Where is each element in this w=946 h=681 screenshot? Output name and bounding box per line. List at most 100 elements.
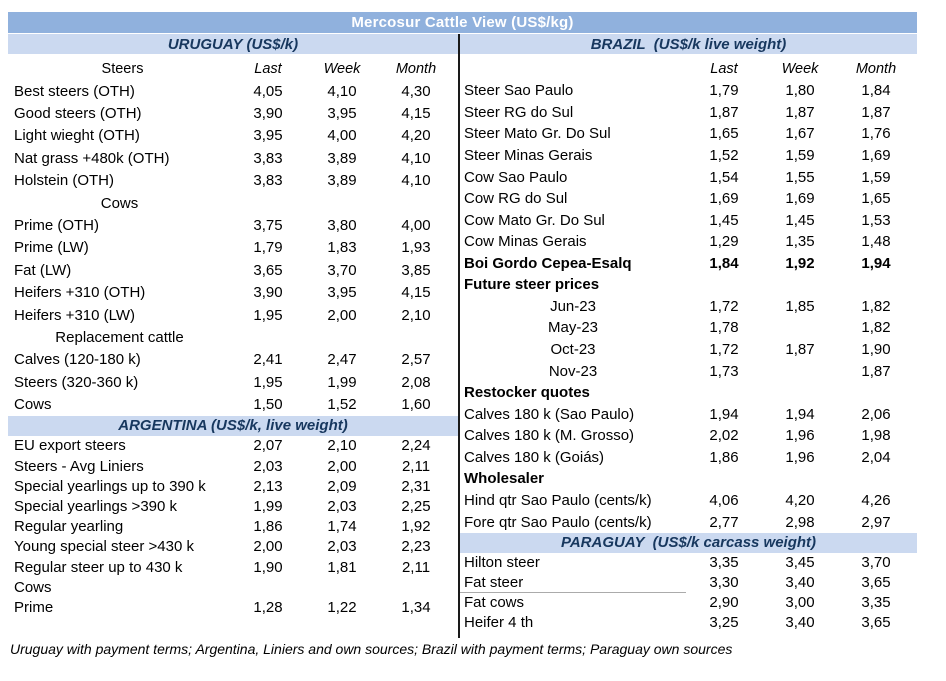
value-last: 1,28	[253, 598, 283, 616]
value-week: 1,92	[785, 254, 815, 272]
value-last: 1,69	[709, 190, 739, 208]
value-month: 3,70	[861, 554, 891, 572]
subheader-row: Restocker quotes	[460, 382, 917, 404]
value-month: 4,10	[401, 149, 431, 167]
value-last: 2,90	[709, 594, 739, 612]
value-last: 4,05	[253, 82, 283, 100]
table-row: Prime (LW) 1,79 1,83 1,93	[8, 237, 458, 259]
row-label: Steer Sao Paulo	[464, 82, 574, 100]
table-row: Steer Minas Gerais 1,52 1,59 1,69	[460, 145, 917, 167]
row-label: Holstein (OTH)	[14, 172, 115, 190]
value-week: 2,10	[327, 437, 357, 455]
row-label: Prime (OTH)	[14, 217, 99, 235]
row-label: Hind qtr Sao Paulo (cents/k)	[464, 491, 652, 509]
row-label: Calves (120-180 k)	[14, 351, 141, 369]
value-month: 1,84	[861, 82, 891, 100]
value-month: 4,00	[401, 217, 431, 235]
value-week: 1,67	[785, 125, 815, 143]
value-month: 3,65	[861, 614, 891, 632]
row-label: Cow Sao Paulo	[464, 168, 568, 186]
value-month: 2,25	[401, 498, 431, 516]
row-label: Cows	[14, 396, 52, 414]
value-last: 3,35	[709, 554, 739, 572]
left-column: URUGUAY (US$/k) Steers Last Week Month Best s…	[8, 34, 458, 638]
table-row: EU export steers 2,07 2,10 2,24	[8, 436, 458, 456]
table-row: Fore qtr Sao Paulo (cents/k) 2,77 2,98 2,97	[460, 511, 917, 533]
section-uruguay: URUGUAY (US$/k) Steers Last Week Month Best s…	[8, 34, 458, 416]
value-last: 1,95	[253, 373, 283, 391]
value-last: 3,25	[709, 614, 739, 632]
row-label: Fore qtr Sao Paulo (cents/k)	[464, 513, 652, 531]
row-label: Fat cows	[464, 594, 525, 612]
value-last: 2,02	[709, 427, 739, 445]
value-month: 3,65	[861, 574, 891, 592]
table-row: Calves (120-180 k) 2,41 2,47 2,57	[8, 349, 458, 371]
value-month: 4,26	[861, 491, 891, 509]
table-row: Jun-23 1,72 1,85 1,82	[460, 296, 917, 318]
right-column: BRAZIL (US$/k live weight) Last Week Month S…	[460, 34, 917, 638]
value-month: 1,48	[861, 233, 891, 251]
table-row: Special yearlings >390 k 1,99 2,03 2,25	[8, 496, 458, 516]
row-label: Young special steer >430 k	[14, 538, 194, 556]
value-last: 1,29	[709, 233, 739, 251]
value-month: 1,60	[401, 396, 431, 414]
row-label: Steers (320-360 k)	[14, 373, 139, 391]
value-month: 1,53	[861, 211, 891, 229]
row-label: Wholesaler	[464, 470, 545, 488]
value-month: 4,20	[401, 127, 431, 145]
table-row: Hind qtr Sao Paulo (cents/k) 4,06 4,20 4,26	[460, 490, 917, 512]
value-month: 2,06	[861, 405, 891, 423]
value-month: 1,82	[861, 297, 891, 315]
value-week: 3,95	[327, 105, 357, 123]
value-last: 3,90	[253, 284, 283, 302]
value-month: 1,82	[861, 319, 891, 337]
table-row: Best steers (OTH) 4,05 4,10 4,30	[8, 80, 458, 102]
value-week: 1,81	[327, 558, 357, 576]
row-label: Best steers (OTH)	[14, 82, 135, 100]
table-row: Steers - Avg Liniers 2,03 2,00 2,11	[8, 456, 458, 476]
value-last: 3,83	[253, 149, 283, 167]
value-month: 3,85	[401, 261, 431, 279]
value-week: 1,45	[785, 211, 815, 229]
value-last: 1,95	[253, 306, 283, 324]
value-week: 1,85	[785, 297, 815, 315]
row-label: Steers - Avg Liniers	[14, 457, 144, 475]
table-row: Prime (OTH) 3,75 3,80 4,00	[8, 214, 458, 236]
value-week: 2,98	[785, 513, 815, 531]
row-label: Prime (LW)	[14, 239, 89, 257]
table-row: Calves 180 k (Sao Paulo) 1,94 1,94 2,06	[460, 403, 917, 425]
table-row: Cows 1,50 1,52 1,60	[8, 393, 458, 415]
value-week: 1,74	[327, 518, 357, 536]
row-label: Oct-23	[550, 341, 596, 359]
row-label: Calves 180 k (M. Grosso)	[464, 427, 635, 445]
table-row: Calves 180 k (Goiás) 1,86 1,96 2,04	[460, 447, 917, 469]
table-row: Steer Mato Gr. Do Sul 1,65 1,67 1,76	[460, 123, 917, 145]
value-month: 2,11	[401, 558, 431, 576]
value-last: 1,84	[709, 254, 739, 272]
col-header-week: Week	[781, 61, 819, 77]
column-divider	[458, 34, 460, 638]
value-month: 2,57	[401, 351, 431, 369]
value-last: 1,79	[709, 82, 739, 100]
value-week: 1,96	[785, 448, 815, 466]
value-month: 4,15	[401, 105, 431, 123]
value-week: 4,20	[785, 491, 815, 509]
row-label: Replacement cattle	[55, 328, 184, 346]
table-row: Fat steer 3,30 3,40 3,65	[460, 573, 917, 593]
row-label: Restocker quotes	[464, 384, 590, 402]
value-last: 3,65	[253, 261, 283, 279]
table-row: Nov-23 1,73 1,87	[460, 360, 917, 382]
row-label: Heifers +310 (LW)	[14, 306, 136, 324]
subheader-row: Future steer prices	[460, 274, 917, 296]
value-week: 3,45	[785, 554, 815, 572]
row-label: Light wieght (OTH)	[14, 127, 140, 145]
table-row: Hilton steer 3,35 3,45 3,70	[460, 553, 917, 573]
row-label: Heifer 4 th	[464, 614, 534, 632]
column-header-row: Steers Last Week Month	[8, 54, 458, 80]
value-month: 1,87	[861, 103, 891, 121]
col-header-month: Month	[855, 61, 897, 77]
section-paraguay: PARAGUAY (US$/k carcass weight) Hilton st…	[460, 532, 917, 633]
value-month: 2,04	[861, 448, 891, 466]
value-last: 1,52	[709, 146, 739, 164]
value-week: 3,80	[327, 217, 357, 235]
